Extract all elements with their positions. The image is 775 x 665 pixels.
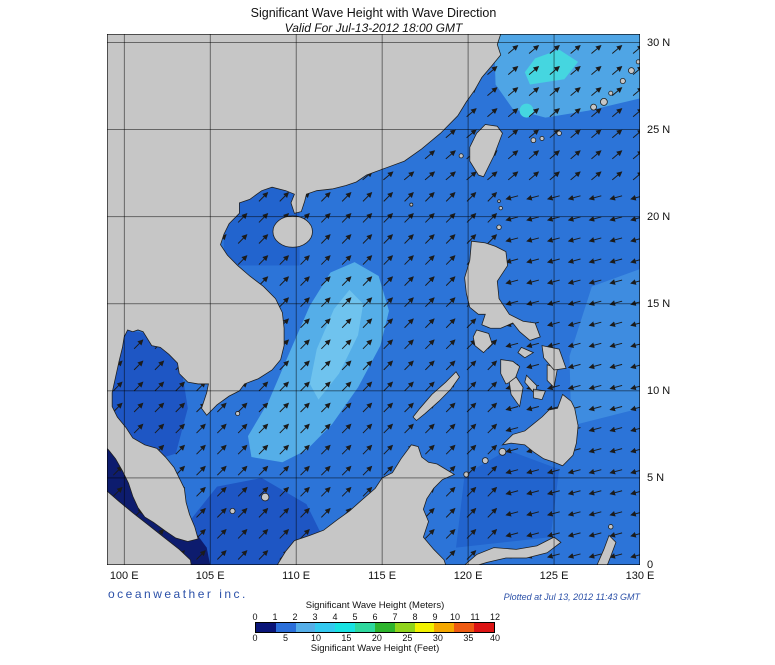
feet-tick-label: 0 bbox=[252, 633, 258, 643]
meters-tick-label: 12 bbox=[489, 612, 501, 622]
land-layer bbox=[107, 34, 640, 565]
meters-tick-label: 0 bbox=[252, 612, 258, 622]
ocean-region-celebes bbox=[456, 450, 560, 548]
lon-tick-label: 120 E bbox=[453, 570, 483, 582]
meters-tick-label: 2 bbox=[292, 612, 298, 622]
land-hainan bbox=[272, 215, 313, 248]
lat-tick-label: 15 N bbox=[647, 297, 671, 310]
meters-tick-label: 6 bbox=[372, 612, 378, 622]
lon-tick-label: 125 E bbox=[539, 570, 569, 582]
ocean-region-karimata bbox=[184, 477, 324, 565]
land-negros bbox=[508, 376, 524, 408]
valid-time-subtitle: Valid For Jul-13-2012 18:00 GMT bbox=[284, 21, 463, 35]
map-plot bbox=[107, 34, 640, 565]
land-bohol bbox=[533, 388, 546, 401]
land-sumatra bbox=[107, 490, 192, 565]
longitude-axis: 100 E 105 E 110 E 115 E 120 E 125 E 130 E bbox=[107, 570, 655, 584]
colorbar-segment bbox=[474, 623, 494, 632]
meters-tick-label: 5 bbox=[352, 612, 358, 622]
meters-tick-label: 10 bbox=[449, 612, 461, 622]
land-luzon bbox=[464, 240, 541, 341]
colorbar-segment bbox=[394, 623, 415, 632]
colorbar-segment bbox=[374, 623, 395, 632]
lon-tick-label: 105 E bbox=[195, 570, 225, 582]
small-islands bbox=[229, 59, 640, 530]
colorbar-segment bbox=[315, 623, 336, 632]
feet-tick-label: 5 bbox=[282, 633, 288, 643]
feet-tick-label: 35 bbox=[463, 633, 474, 643]
ocean-region-gulf-of-tonkin bbox=[223, 185, 300, 266]
oceanweather-credit: oceanweather inc. bbox=[108, 587, 248, 601]
land-masbate bbox=[517, 346, 535, 359]
colorbar-segment bbox=[414, 623, 435, 632]
ocean-region-pacific-light bbox=[569, 269, 640, 426]
meters-tick-label: 7 bbox=[392, 612, 398, 622]
lat-tick-label: 0 bbox=[647, 559, 654, 571]
lon-tick-label: 100 E bbox=[109, 570, 139, 582]
lat-tick-label: 10 N bbox=[647, 384, 671, 397]
ocean-region-cyan-speck bbox=[519, 103, 534, 118]
lon-tick-label: 115 E bbox=[368, 570, 397, 582]
meters-tick-label: 3 bbox=[312, 612, 318, 622]
lat-tick-label: 5 N bbox=[647, 471, 665, 484]
colorbar-segment bbox=[275, 623, 296, 632]
lat-tick-label: 25 N bbox=[647, 123, 671, 136]
lat-tick-label: 30 N bbox=[647, 36, 671, 49]
lon-tick-label: 130 E bbox=[625, 570, 655, 582]
land-palawan bbox=[412, 371, 460, 422]
colorbar-segment bbox=[295, 623, 316, 632]
land-halmahera bbox=[596, 534, 617, 565]
feet-tick-label: 15 bbox=[341, 633, 352, 643]
meters-tick-label: 1 bbox=[272, 612, 278, 622]
colorbar-segment bbox=[434, 623, 455, 632]
land-sulawesi-arm bbox=[464, 536, 562, 565]
feet-tick-label: 10 bbox=[310, 633, 321, 643]
meters-tick-label: 9 bbox=[432, 612, 438, 622]
feet-tick-label: 20 bbox=[371, 633, 382, 643]
colorbar-meters-title: Significant Wave Height (Meters) bbox=[305, 600, 445, 611]
feet-tick-label: 40 bbox=[489, 633, 501, 643]
ocean-region-cyan-patch bbox=[524, 49, 579, 85]
land-mainland-asia bbox=[107, 34, 502, 542]
feet-tick-label: 25 bbox=[402, 633, 413, 643]
meters-tick-label: 11 bbox=[470, 612, 480, 622]
colorbar-meters-ticks: 0 1 2 3 4 5 6 7 8 9 10 11 12 bbox=[252, 612, 500, 622]
grid-layer bbox=[107, 34, 640, 565]
land-borneo bbox=[276, 444, 456, 565]
ocean-region-central-scs-core bbox=[309, 289, 364, 400]
land-mindoro bbox=[472, 329, 493, 354]
colorbar-feet-title: Significant Wave Height (Feet) bbox=[310, 643, 440, 654]
lon-tick-label: 110 E bbox=[282, 570, 311, 582]
meters-tick-label: 8 bbox=[412, 612, 418, 622]
colorbar bbox=[255, 622, 495, 633]
lat-tick-label: 20 N bbox=[647, 210, 671, 223]
feet-tick-label: 30 bbox=[432, 633, 443, 643]
meters-tick-label: 4 bbox=[332, 612, 338, 622]
colorbar-segment bbox=[355, 623, 375, 632]
latitude-axis: 30 N 25 N 20 N 15 N 10 N 5 N 0 bbox=[647, 34, 692, 571]
plotted-timestamp: Plotted at Jul 13, 2012 11:43 GMT bbox=[503, 592, 640, 602]
wave-map-svg bbox=[107, 34, 640, 565]
colorbar-feet-ticks: 0 5 10 15 20 25 30 35 40 bbox=[252, 633, 500, 643]
land-mindanao bbox=[501, 393, 579, 467]
page-title: Significant Wave Height with Wave Direct… bbox=[250, 6, 497, 20]
colorbar-segment bbox=[256, 623, 276, 632]
colorbar-segment bbox=[454, 623, 475, 632]
colorbar-segment bbox=[335, 623, 356, 632]
